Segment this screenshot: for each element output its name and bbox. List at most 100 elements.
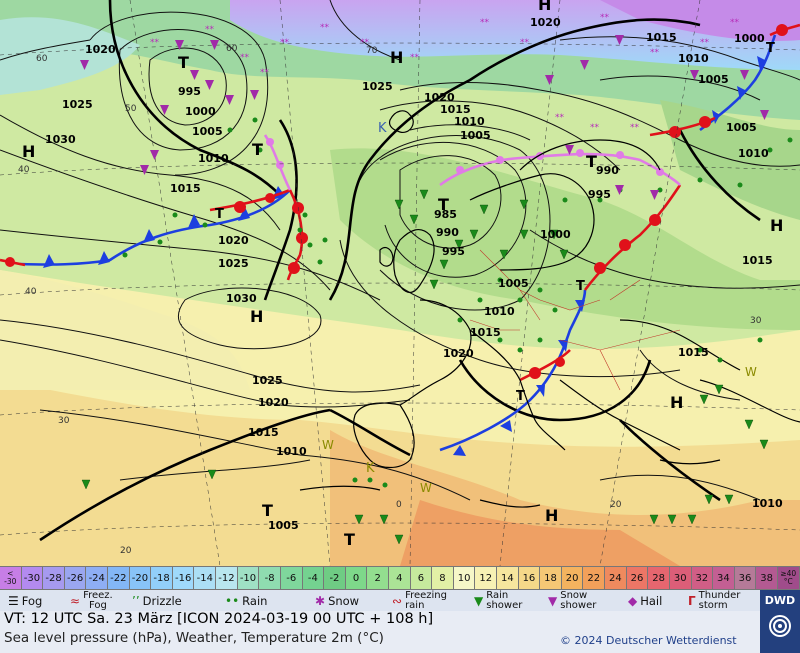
scale-low-limit: < -30 xyxy=(0,566,22,590)
svg-text:**: ** xyxy=(630,123,640,133)
low-centre: T xyxy=(438,195,449,214)
scale-cell: 22 xyxy=(583,566,606,590)
high-centre: H xyxy=(250,307,263,326)
latitude-labels: 60 50 40 40 30 20 0 70 60 30 20 xyxy=(18,44,762,556)
svg-text:**: ** xyxy=(150,38,160,48)
freezing-rain-icon: ∾ xyxy=(392,593,403,608)
shower-symbols xyxy=(81,189,769,545)
svg-text:**: ** xyxy=(700,38,710,48)
svg-text:**: ** xyxy=(520,38,530,48)
isobar-label: 1000 xyxy=(540,228,571,241)
scale-cell: 8 xyxy=(432,566,454,590)
low-centre: T xyxy=(252,140,263,159)
scale-cell: 24 xyxy=(605,566,627,590)
isobar-label: 985 xyxy=(434,208,457,221)
high-centre: H xyxy=(22,142,35,161)
isobar-label: 1030 xyxy=(45,133,76,146)
legend-rain-shower: ▼ Rain shower xyxy=(474,589,523,611)
scale-cell: 18 xyxy=(540,566,562,590)
isobar-label: 1020 xyxy=(443,347,474,360)
low-centre: T xyxy=(344,530,355,549)
scale-cell: 36 xyxy=(734,566,757,590)
rain-shower-icon: ▼ xyxy=(474,593,484,608)
svg-text:**: ** xyxy=(410,53,420,63)
low-centre: T xyxy=(178,53,189,72)
svg-text:30: 30 xyxy=(58,416,70,426)
copyright: © 2024 Deutscher Wetterdienst xyxy=(560,634,737,647)
isobar-label: 1005 xyxy=(498,277,529,290)
isobar-label: 1000 xyxy=(734,32,765,45)
snow-shower-symbols xyxy=(80,35,769,200)
isobar-label: 1010 xyxy=(678,52,709,65)
warm-centre: W xyxy=(322,438,334,452)
scale-cell: -12 xyxy=(216,566,238,590)
scale-cell: 20 xyxy=(561,566,584,590)
pressure-centres: H H H H H H H T T T T T T T T T T K K W xyxy=(22,0,783,549)
isobar-label: 995 xyxy=(588,188,611,201)
scale-cell: -20 xyxy=(129,566,152,590)
svg-text:50: 50 xyxy=(125,104,137,114)
isobar-label: 1025 xyxy=(218,257,249,270)
scale-cell: 4 xyxy=(388,566,411,590)
isobar-label: 1005 xyxy=(726,121,757,134)
coastlines xyxy=(299,110,800,508)
scale-cell: 0 xyxy=(345,566,368,590)
scale-cell: 2 xyxy=(367,566,389,590)
legend-freezing-rain: ∾ Freezing rain xyxy=(392,589,447,611)
scale-cell: 32 xyxy=(691,566,714,590)
svg-text:40: 40 xyxy=(18,165,30,175)
scale-cell: -2 xyxy=(324,566,346,590)
chart-description: Sea level pressure (hPa), Weather, Tempe… xyxy=(4,630,384,646)
scale-cell: 6 xyxy=(410,566,433,590)
weather-legend: ☰ Fog ≈ Freez. Fog ’’ Drizzle •• Rain ✱ … xyxy=(0,590,800,612)
legend-hail: ◆ Hail xyxy=(628,593,663,608)
dwd-logo: DWD xyxy=(760,590,800,653)
legend-thunderstorm: Г Thunder storm xyxy=(688,589,741,611)
scale-cell: 12 xyxy=(475,566,498,590)
low-centre: T xyxy=(262,501,273,520)
isobar-label: 1010 xyxy=(198,152,229,165)
isobar-labels: 1020 1025 1030 1015 1010 1005 1000 995 1… xyxy=(45,16,783,532)
isobar-label: 1025 xyxy=(252,374,283,387)
scale-cell: -4 xyxy=(302,566,325,590)
isobar-label: 1005 xyxy=(192,125,223,138)
isobar-label: 995 xyxy=(442,245,465,258)
isobars-thick xyxy=(39,0,761,542)
svg-text:**: ** xyxy=(730,18,740,28)
svg-text:60: 60 xyxy=(36,54,48,64)
pressure-map: ** ** ** ** ** ** ** ** ** ** ** ** ** ** ** ** ** … xyxy=(0,0,800,566)
legend-snow: ✱ Snow xyxy=(315,593,360,608)
isobar-label: 1020 xyxy=(424,91,455,104)
isobar-label: 1015 xyxy=(678,346,709,359)
scale-cell: 14 xyxy=(497,566,519,590)
isobar-label: 1015 xyxy=(646,31,677,44)
low-centre: T xyxy=(576,279,585,294)
scale-cell: 28 xyxy=(648,566,670,590)
isobar-label: 1010 xyxy=(454,115,485,128)
rain-icon: •• xyxy=(225,593,240,608)
scale-cell: 10 xyxy=(453,566,476,590)
legend-snow-shower: ▼ Snow shower xyxy=(548,589,597,611)
legend-freezing-fog: ≈ Freez. Fog xyxy=(70,589,113,611)
isobar-label: 1005 xyxy=(698,73,729,86)
scale-cell: 26 xyxy=(626,566,649,590)
svg-text:**: ** xyxy=(280,38,290,48)
rain-symbols xyxy=(122,117,793,488)
isobar-label: 995 xyxy=(178,85,201,98)
isobar-label: 1030 xyxy=(226,292,257,305)
isobar-label: 1020 xyxy=(530,16,561,29)
isobar-label: 1025 xyxy=(62,98,93,111)
isobar-label: 1015 xyxy=(470,326,501,339)
isobar-label: 1020 xyxy=(218,234,249,247)
svg-text:60: 60 xyxy=(226,44,238,54)
svg-text:**: ** xyxy=(240,53,250,63)
isobar-label: 1005 xyxy=(460,129,491,142)
svg-text:**: ** xyxy=(600,13,610,23)
svg-text:**: ** xyxy=(555,113,565,123)
thunderstorm-icon: Г xyxy=(688,593,696,608)
isobar-label: 1000 xyxy=(185,105,216,118)
isobar-label: 1010 xyxy=(276,445,307,458)
scale-high-limit: ≥40 °C xyxy=(777,566,800,590)
warm-front-semicircles xyxy=(5,24,788,379)
svg-text:20: 20 xyxy=(610,500,622,510)
